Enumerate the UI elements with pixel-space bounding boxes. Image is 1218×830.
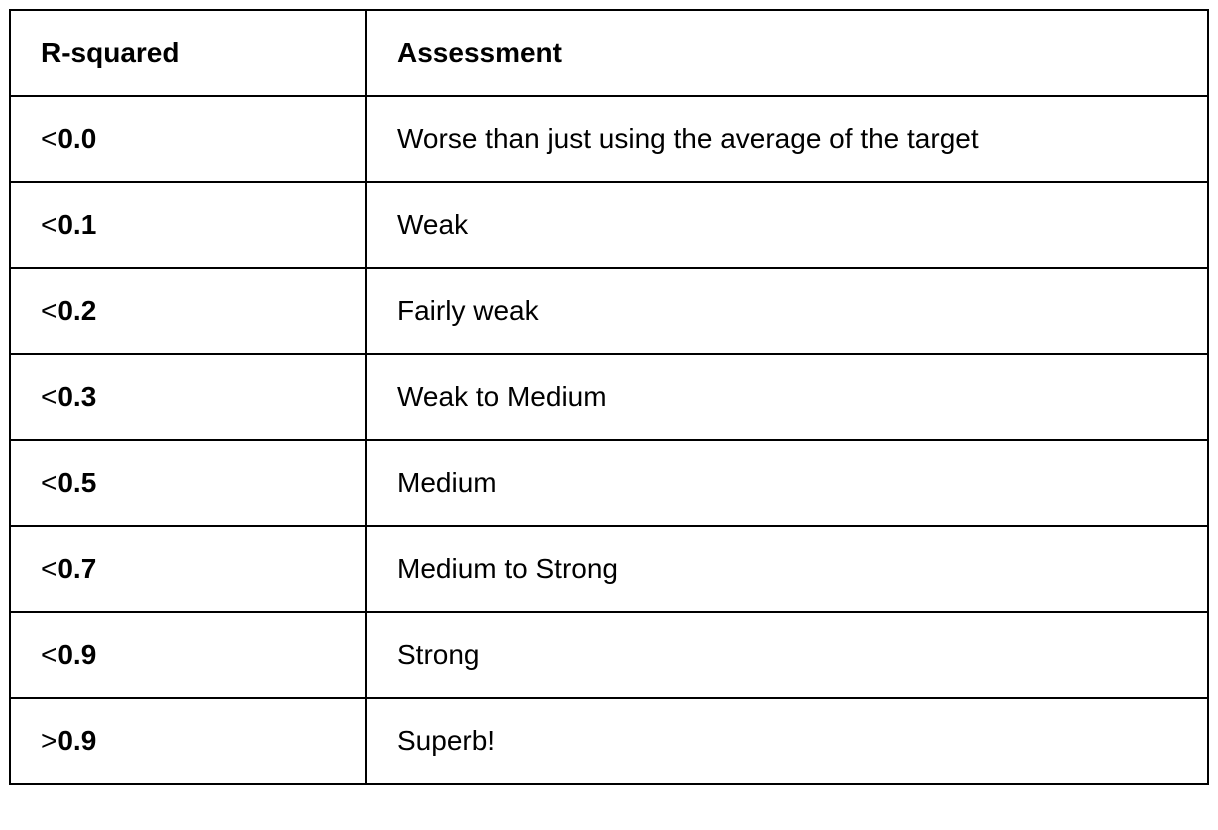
header-r-squared: R-squared (9, 9, 367, 97)
table-row: <0.5 Medium (9, 439, 1209, 527)
assessment-cell: Worse than just using the average of the… (365, 95, 1209, 183)
table-row: <0.0 Worse than just using the average o… (9, 95, 1209, 183)
r-squared-cell: <0.0 (9, 95, 367, 183)
r-squared-cell: <0.9 (9, 611, 367, 699)
table-header-row: R-squared Assessment (9, 9, 1209, 97)
comparison-operator: < (41, 209, 58, 240)
comparison-operator: < (41, 295, 58, 326)
comparison-operator: < (41, 381, 58, 412)
assessment-cell: Weak to Medium (365, 353, 1209, 441)
r-squared-cell: <0.2 (9, 267, 367, 355)
comparison-operator: < (41, 639, 58, 670)
r-squared-assessment-table: R-squared Assessment <0.0 Worse than jus… (9, 9, 1209, 785)
threshold-value: 0.3 (57, 381, 97, 412)
r-squared-cell: <0.3 (9, 353, 367, 441)
assessment-cell: Fairly weak (365, 267, 1209, 355)
threshold-value: 0.9 (57, 725, 97, 756)
threshold-value: 0.2 (57, 295, 97, 326)
assessment-cell: Superb! (365, 697, 1209, 785)
r-squared-cell: <0.1 (9, 181, 367, 269)
table-row: <0.3 Weak to Medium (9, 353, 1209, 441)
comparison-operator: < (41, 553, 58, 584)
r-squared-cell: <0.5 (9, 439, 367, 527)
header-assessment: Assessment (365, 9, 1209, 97)
comparison-operator: < (41, 123, 58, 154)
table-row: >0.9 Superb! (9, 697, 1209, 785)
table-row: <0.1 Weak (9, 181, 1209, 269)
table-row: <0.9 Strong (9, 611, 1209, 699)
threshold-value: 0.9 (57, 639, 97, 670)
table-row: <0.7 Medium to Strong (9, 525, 1209, 613)
assessment-cell: Strong (365, 611, 1209, 699)
threshold-value: 0.1 (57, 209, 97, 240)
r-squared-cell: >0.9 (9, 697, 367, 785)
assessment-cell: Medium (365, 439, 1209, 527)
assessment-cell: Medium to Strong (365, 525, 1209, 613)
threshold-value: 0.5 (57, 467, 97, 498)
threshold-value: 0.7 (57, 553, 97, 584)
r-squared-table-container: R-squared Assessment <0.0 Worse than jus… (9, 9, 1209, 785)
r-squared-cell: <0.7 (9, 525, 367, 613)
table-row: <0.2 Fairly weak (9, 267, 1209, 355)
threshold-value: 0.0 (57, 123, 97, 154)
assessment-cell: Weak (365, 181, 1209, 269)
comparison-operator: > (41, 725, 58, 756)
comparison-operator: < (41, 467, 58, 498)
